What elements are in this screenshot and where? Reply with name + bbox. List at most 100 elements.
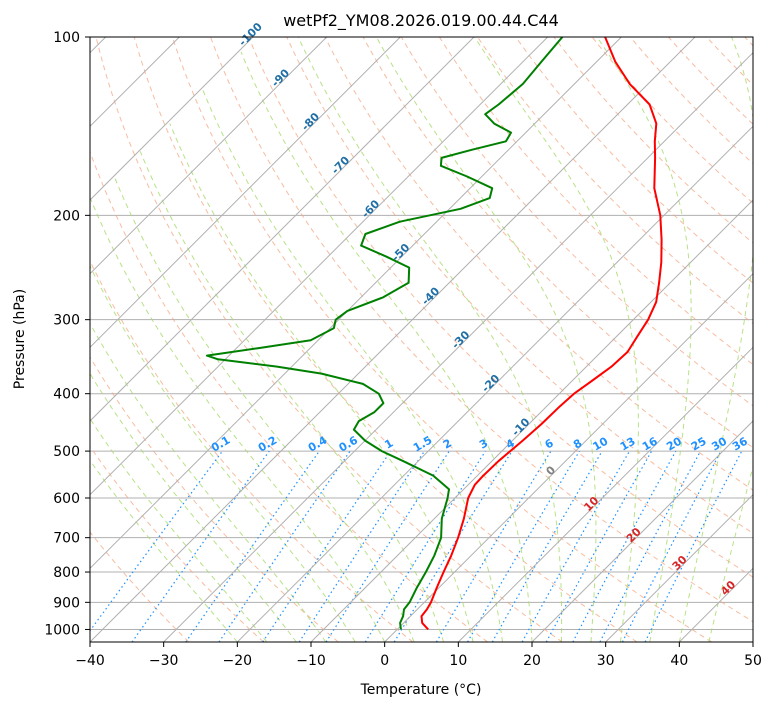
moist-adiabats [90, 37, 753, 642]
dry-adiabat-line [477, 37, 753, 325]
moist-adiabat-line [139, 151, 445, 642]
isotherm-line [605, 493, 753, 642]
y-tick-label: 1000 [44, 622, 80, 638]
isotherm-line [236, 125, 753, 642]
y-tick-label: 500 [53, 444, 80, 460]
x-tick-label: 10 [449, 653, 467, 669]
moist-adiabat-line [596, 37, 692, 642]
moist-adiabat-line [240, 51, 533, 642]
isotherm-line [90, 37, 328, 275]
isotherm-line [90, 37, 549, 496]
moist-adiabat-line [375, 37, 597, 642]
isotherm-line [90, 37, 475, 422]
isotherm-line [90, 37, 401, 349]
moist-adiabat-label: 30 [670, 553, 690, 573]
pressure-gridlines [90, 37, 753, 630]
moist-adiabat-line [474, 37, 639, 642]
y-tick-label: 300 [53, 313, 80, 329]
dry-adiabat-line [133, 37, 638, 642]
mixing-ratio-line [644, 450, 743, 642]
moist-adiabat-line [90, 199, 386, 642]
sounding-series [205, 37, 663, 631]
moist-adiabat-line [90, 459, 238, 642]
x-tick-label: 0 [380, 653, 389, 669]
mixing-ratio-line [325, 450, 450, 642]
y-tick-label: 900 [53, 595, 80, 611]
x-tick-label: −20 [223, 653, 253, 669]
moist-adiabat-line [113, 176, 415, 642]
isotherms [90, 37, 753, 642]
isotherm-line [531, 420, 753, 642]
x-tick-label: 30 [597, 653, 615, 669]
isotherm-line [90, 37, 254, 201]
isotherm-line [752, 641, 753, 642]
dry-adiabat-line [90, 150, 488, 642]
isotherm-label: -100 [236, 20, 265, 49]
isotherm-label: -80 [299, 110, 322, 133]
isotherm-label: -20 [479, 372, 502, 395]
dry-adiabat-line [90, 531, 190, 642]
dewpoint-line [205, 37, 564, 630]
moist-adiabat-label: 20 [624, 525, 644, 545]
y-tick-label: 100 [53, 30, 80, 46]
y-tick-label: 800 [53, 565, 80, 581]
dry-adiabat-line [400, 37, 753, 407]
mixing-ratio-line [466, 450, 580, 642]
moist-adiabat-line [678, 37, 753, 642]
isotherm-label: -40 [419, 284, 442, 307]
isotherm-line [678, 567, 753, 642]
isotherm-label: -90 [269, 66, 292, 89]
y-tick-label: 400 [53, 387, 80, 403]
mixing-ratio-line [393, 450, 513, 642]
dry-adiabat-line [171, 37, 712, 642]
x-axis-label: Temperature (°C) [360, 682, 482, 698]
y-axis-label: Pressure (hPa) [12, 289, 28, 389]
y-tick-label: 600 [53, 491, 80, 507]
mixing-ratio-lines [90, 450, 743, 642]
moist-adiabat-label: 10 [581, 494, 601, 514]
moist-adiabat-line [90, 264, 356, 642]
moist-adiabat-line [297, 37, 563, 642]
dry-adiabat-line [210, 37, 753, 623]
dry-adiabat-line [591, 37, 753, 204]
dry-adiabat-line [553, 37, 753, 244]
mixing-ratio-line [131, 450, 270, 642]
mixing-ratio-line [298, 450, 425, 642]
dry-adiabat-line [744, 37, 753, 47]
dry-adiabat-line [515, 37, 753, 284]
mixing-ratio-line [572, 450, 677, 642]
moist-adiabat-line [90, 372, 297, 642]
temperature-line [420, 37, 663, 631]
plot-frame [89, 36, 754, 643]
isotherm-line [163, 51, 753, 642]
isotherm-label: -70 [329, 154, 352, 177]
isotherm-line [384, 272, 753, 642]
mixing-ratio-line [545, 450, 653, 642]
dry-adiabat-line [90, 259, 414, 642]
isotherm-label: -30 [449, 328, 472, 351]
mixing-ratio-line [185, 450, 320, 642]
moist-adiabat-line [169, 123, 474, 642]
dry-adiabat-line [668, 37, 753, 125]
x-tick-label: −10 [296, 653, 326, 669]
isopleth-labels: 0.1 0.2 0.4 0.6 1 1.5 2 3 4 6 8 10 13 16 20 25 30 36-100-… [209, 20, 750, 598]
mixing-ratio-line [435, 450, 552, 642]
isotherm-line [90, 37, 696, 642]
moist-adiabat-line [90, 322, 327, 642]
x-tick-label: −40 [75, 653, 105, 669]
dry-adiabat-line [438, 37, 753, 366]
dry-adiabat-line [90, 445, 264, 642]
dry-adiabats [90, 37, 753, 642]
dry-adiabat-line [95, 37, 563, 642]
isotherm-line [90, 37, 622, 570]
axes: −40 −30 −20 −10 0 10 20 30 40 50 1000 900 800 700 600 5… [44, 30, 762, 669]
x-tick-label: 40 [670, 653, 688, 669]
x-tick-label: 20 [523, 653, 541, 669]
mixing-ratio-label: 4 [504, 436, 517, 451]
y-tick-label: 200 [53, 208, 80, 224]
y-tick-label: 700 [53, 531, 80, 547]
mixing-ratio-label: 6 [543, 436, 556, 451]
mixing-ratio-line [218, 450, 351, 642]
isotherm-label: -50 [389, 241, 412, 264]
